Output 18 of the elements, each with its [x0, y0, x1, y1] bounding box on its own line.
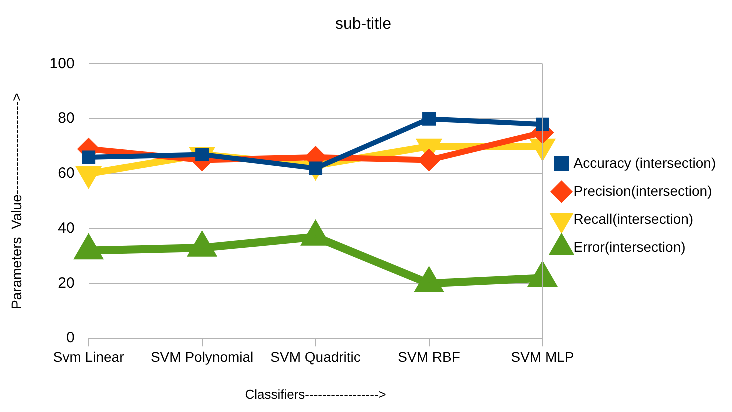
- y-tick-label: 20: [58, 274, 75, 292]
- x-tick-label: SVM Polynomial: [150, 348, 254, 365]
- y-axis-title: Parameters Value-------------------->: [8, 93, 24, 310]
- x-tick-label: SVM RBF: [398, 348, 460, 365]
- x-tick-label: SVM MLP: [511, 348, 574, 365]
- y-tick-label: 40: [58, 220, 75, 237]
- x-tick-label: SVM Quadritic: [270, 348, 361, 365]
- chart-title: sub-title: [335, 16, 392, 34]
- y-tick-label: 0: [66, 330, 75, 347]
- x-axis-title: Classifiers----------------->: [245, 386, 386, 402]
- y-tick-label: 100: [50, 55, 75, 72]
- legend-label: Recall(intersection): [574, 210, 694, 227]
- legend-label: Error(intersection): [574, 238, 686, 255]
- x-tick-label: Svm Linear: [53, 348, 125, 365]
- legend-label: Accuracy (intersection): [574, 154, 716, 171]
- y-tick-label: 60: [58, 165, 75, 182]
- legend-label: Precision(intersection): [574, 182, 712, 199]
- y-tick-label: 80: [58, 110, 75, 128]
